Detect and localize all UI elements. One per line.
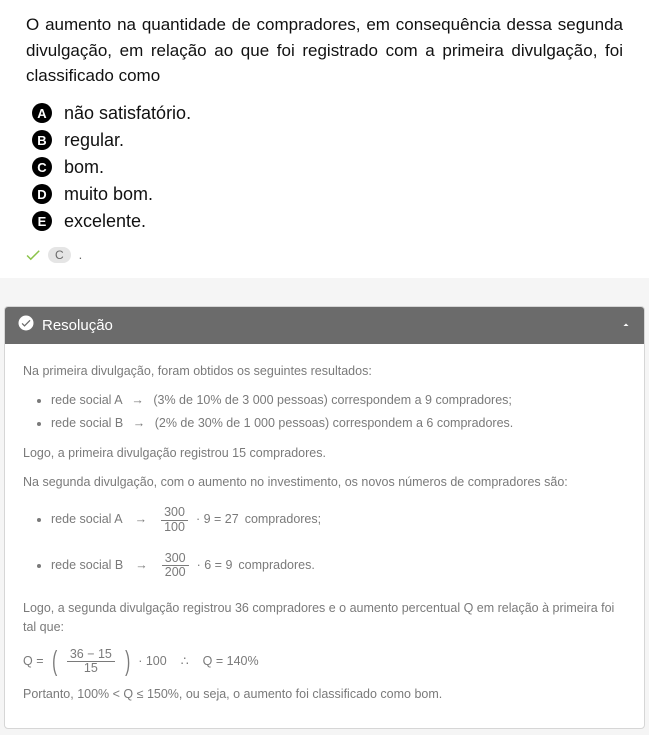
choice-bullet: B <box>32 130 52 150</box>
therefore-symbol: ∴ <box>181 652 189 671</box>
res-first-list: rede social A → (3% de 10% de 3 000 pess… <box>23 391 626 434</box>
denominator: 15 <box>81 662 101 675</box>
denominator: 100 <box>161 521 188 534</box>
arrow-icon: → <box>133 414 146 433</box>
choice-bullet: A <box>32 103 52 123</box>
choice-list: A não satisfatório. B regular. C bom. D … <box>32 103 623 232</box>
resolution-header[interactable]: Resolução <box>5 307 644 344</box>
mult: · 100 <box>138 652 167 671</box>
choice-label: muito bom. <box>64 184 153 205</box>
choice-a[interactable]: A não satisfatório. <box>32 103 623 124</box>
label: rede social B <box>51 556 123 575</box>
caret-up-icon <box>620 319 632 331</box>
q-equation: Q = ( 36 − 15 15 ) · 100 ∴ Q = 140% <box>23 648 626 675</box>
denominator: 200 <box>162 566 189 579</box>
res-second-intro: Na segunda divulgação, com o aumento no … <box>23 473 626 492</box>
result: Q = 140% <box>203 652 259 671</box>
choice-label: não satisfatório. <box>64 103 191 124</box>
question-card: O aumento na quantidade de compradores, … <box>0 0 649 278</box>
label: rede social A <box>51 393 122 407</box>
answer-trailing: . <box>79 247 83 262</box>
fraction: 300 100 <box>161 506 188 533</box>
arrow-icon: → <box>131 391 144 410</box>
list-item: rede social A → 300 100 · 9 = 27 comprad… <box>51 502 626 543</box>
res-first-conclusion: Logo, a primeira divulgação registrou 15… <box>23 444 626 463</box>
numerator: 36 − 15 <box>67 648 115 662</box>
choice-b[interactable]: B regular. <box>32 130 623 151</box>
choice-c[interactable]: C bom. <box>32 157 623 178</box>
correct-answer-row: C . <box>24 246 623 264</box>
fraction: 300 200 <box>162 552 189 579</box>
resolution-body: Na primeira divulgação, foram obtidos os… <box>5 344 644 729</box>
choice-bullet: E <box>32 211 52 231</box>
arrow-icon: → <box>135 556 148 575</box>
choice-label: regular. <box>64 130 124 151</box>
res-calc-list: rede social A → 300 100 · 9 = 27 comprad… <box>23 502 626 589</box>
label: rede social B <box>51 416 123 430</box>
list-item: rede social B → 300 200 · 6 = 9 comprado… <box>51 548 626 589</box>
paren-open-icon: ( <box>52 650 57 672</box>
text: (2% de 30% de 1 000 pessoas) corresponde… <box>155 416 514 430</box>
correct-letter-chip: C <box>48 247 71 263</box>
list-item: rede social B → (2% de 30% de 1 000 pess… <box>51 414 626 433</box>
choice-e[interactable]: E excelente. <box>32 211 623 232</box>
res-intro: Na primeira divulgação, foram obtidos os… <box>23 362 626 381</box>
mult-result: · 9 = 27 <box>196 510 239 529</box>
paren-close-icon: ) <box>125 650 130 672</box>
mult-result: · 6 = 9 <box>197 556 233 575</box>
list-item: rede social A → (3% de 10% de 3 000 pess… <box>51 391 626 410</box>
resolution-panel: Resolução Na primeira divulgação, foram … <box>4 306 645 730</box>
question-prompt: O aumento na quantidade de compradores, … <box>26 12 623 89</box>
choice-label: excelente. <box>64 211 146 232</box>
choice-bullet: C <box>32 157 52 177</box>
suffix: compradores. <box>238 556 314 575</box>
choice-d[interactable]: D muito bom. <box>32 184 623 205</box>
text: (3% de 10% de 3 000 pessoas) corresponde… <box>153 393 512 407</box>
choice-bullet: D <box>32 184 52 204</box>
choice-label: bom. <box>64 157 104 178</box>
check-icon <box>24 246 42 264</box>
check-circle-icon <box>17 314 35 337</box>
suffix: compradores; <box>245 510 321 529</box>
resolution-title: Resolução <box>42 317 113 334</box>
fraction: 36 − 15 15 <box>67 648 115 675</box>
spacer <box>0 278 649 306</box>
res-final: Portanto, 100% < Q ≤ 150%, ou seja, o au… <box>23 685 626 704</box>
label: rede social A <box>51 510 123 529</box>
numerator: 300 <box>162 552 189 566</box>
lhs: Q = <box>23 652 44 671</box>
arrow-icon: → <box>135 510 148 529</box>
numerator: 300 <box>161 506 188 520</box>
res-second-conclusion: Logo, a segunda divulgação registrou 36 … <box>23 599 626 638</box>
